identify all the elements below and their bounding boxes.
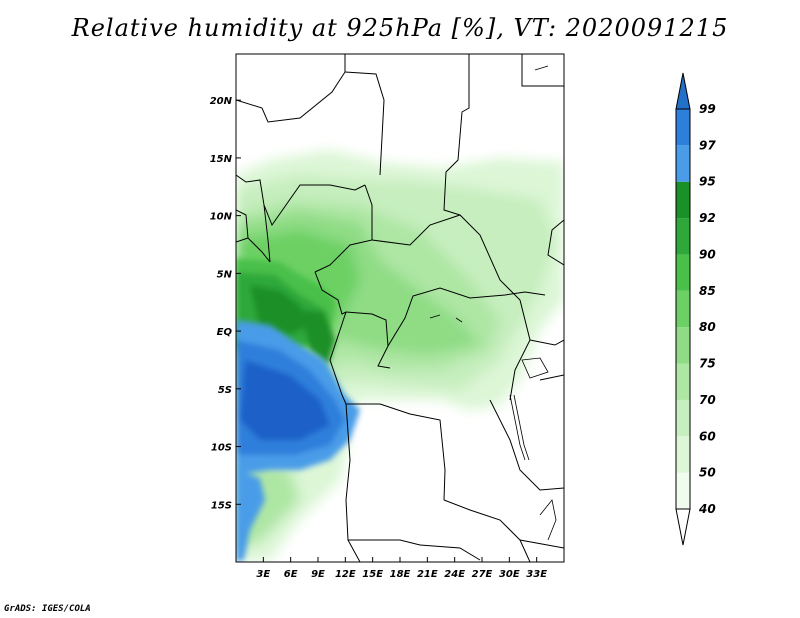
colorbar-label: 85 — [699, 284, 716, 298]
x-tick-label: 6E — [284, 569, 298, 580]
colorbar-label: 90 — [699, 247, 716, 261]
y-tick-label: 10S — [211, 443, 232, 454]
colorbar-bin — [676, 254, 690, 291]
y-tick-label: 5N — [217, 269, 233, 280]
colorbar-label: 80 — [699, 320, 716, 334]
x-tick-label: 9E — [311, 569, 325, 580]
x-tick-label: 24E — [444, 569, 465, 580]
colorbar-bin — [676, 109, 690, 146]
colorbar-bin — [676, 145, 690, 182]
colorbar-label: 92 — [699, 211, 716, 225]
colorbar-frame — [675, 108, 691, 510]
colorbar-lower-arrow — [675, 508, 691, 546]
y-tick-label: 15S — [211, 500, 232, 511]
y-tick-label: EQ — [217, 327, 233, 338]
y-tick-label: 15N — [210, 154, 233, 165]
colorbar-bin — [676, 436, 690, 473]
x-tick-label: 21E — [417, 569, 438, 580]
colorbar: 40 50 60 70 75 80 85 90 92 95 97 99 — [675, 72, 716, 546]
colorbar-label: 75 — [699, 357, 716, 371]
colorbar-bin — [676, 181, 690, 219]
map-title: Relative humidity at 925hPa [%], VT: 202… — [71, 14, 729, 42]
x-tick-label: 12E — [335, 569, 356, 580]
colorbar-bin — [676, 327, 690, 364]
colorbar-label: 50 — [699, 466, 716, 480]
country-boundaries — [236, 54, 564, 562]
colorbar-upper-arrow — [675, 72, 691, 110]
grads-credit: GrADS: IGES/COLA — [4, 604, 91, 614]
x-tick-label: 3E — [256, 569, 270, 580]
y-tick-label: 5S — [218, 385, 232, 396]
x-tick-label: 33E — [526, 569, 547, 580]
latitude-axis: 20N 15N 10N 5N EQ 5S 10S 15S — [210, 96, 241, 511]
humidity-field — [236, 54, 564, 562]
x-tick-label: 18E — [390, 569, 411, 580]
colorbar-bin — [676, 399, 690, 437]
x-tick-label: 15E — [362, 569, 383, 580]
y-tick-label: 10N — [210, 212, 233, 223]
colorbar-label: 95 — [699, 175, 716, 189]
colorbar-label: 60 — [699, 429, 716, 443]
colorbar-label: 99 — [699, 102, 716, 116]
colorbar-label: 97 — [699, 138, 716, 152]
y-tick-label: 20N — [210, 96, 233, 107]
colorbar-bin — [676, 472, 690, 509]
colorbar-bin — [676, 218, 690, 255]
x-tick-label: 27E — [472, 569, 493, 580]
colorbar-label: 70 — [699, 393, 716, 407]
colorbar-label: 40 — [698, 502, 716, 516]
colorbar-bin — [676, 363, 690, 400]
x-tick-label: 30E — [499, 569, 520, 580]
longitude-axis: 3E 6E 9E 12E 15E 18E 21E 24E 27E 30E 33E — [256, 557, 547, 580]
colorbar-bin — [676, 290, 690, 328]
